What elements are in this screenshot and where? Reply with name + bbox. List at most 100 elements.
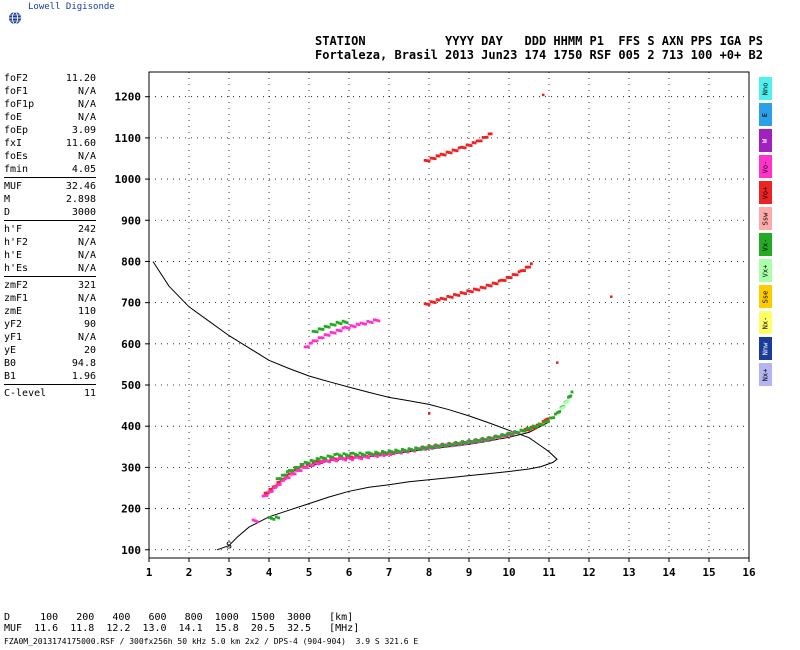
echo-point (403, 448, 407, 452)
param-name: fmin (4, 164, 29, 175)
param-value: 11.20 (65, 73, 96, 84)
echo-point (487, 284, 491, 287)
echo-point (448, 295, 452, 299)
echo-point (323, 458, 327, 462)
x-tick-label: 9 (466, 566, 473, 579)
echo-point (319, 459, 323, 463)
echo-point (489, 436, 493, 440)
x-tick-label: 6 (346, 566, 353, 579)
echo-point (268, 488, 272, 491)
legend-label: Ssw (761, 212, 770, 225)
echo-point (267, 516, 271, 519)
echo-point (570, 390, 574, 394)
param-separator (4, 276, 96, 277)
echo-point (337, 453, 341, 457)
echo-point (491, 281, 495, 285)
echo-point (280, 473, 284, 477)
echo-point (364, 455, 368, 459)
echo-point (357, 456, 361, 460)
echo-point (333, 453, 337, 456)
param-value: 11.60 (65, 138, 96, 149)
echo-point (437, 154, 441, 158)
echo-point (435, 298, 439, 302)
param-value: 11 (83, 388, 96, 399)
echo-point (289, 469, 293, 472)
brand: Lowell Digisonde (6, 2, 206, 25)
echo-point (381, 450, 384, 453)
echo-point (423, 158, 427, 162)
param-value: 32.46 (65, 181, 96, 192)
echo-point (380, 453, 384, 457)
echo-point (351, 451, 355, 455)
x-tick-label: 13 (622, 566, 635, 579)
echo-point (293, 466, 297, 469)
echo-point (483, 135, 487, 139)
echo-point (461, 146, 465, 149)
echo-point (523, 427, 527, 431)
echo-point (405, 449, 409, 453)
echo-point (428, 412, 431, 415)
param-value: N/A (77, 112, 96, 123)
echo-point (485, 135, 489, 139)
echo-point (317, 457, 321, 461)
legend-label: E (761, 112, 770, 117)
echo-point (331, 331, 335, 335)
echo-point (441, 443, 444, 446)
electron-density-profile-curve (152, 261, 558, 551)
echo-point (253, 519, 257, 523)
echo-point (398, 450, 402, 454)
echo-point (429, 445, 433, 449)
y-tick-label: 900 (121, 214, 141, 227)
param-name: zmF2 (4, 280, 29, 291)
echo-point (535, 423, 539, 427)
param-row: fxI 11.60 (4, 137, 96, 150)
param-name: D (4, 207, 11, 218)
echo-point (461, 291, 465, 295)
echo-point (507, 276, 511, 279)
echo-point (345, 326, 349, 330)
echo-point (321, 460, 325, 464)
echo-point (341, 319, 345, 323)
muf-table: D 100 200 400 600 800 1000 1500 3000 [km… (4, 612, 359, 634)
echo-point (280, 479, 284, 483)
echo-point (433, 157, 437, 161)
brand-name: Lowell Digisonde (28, 2, 115, 12)
legend-label: Vx+ (761, 264, 770, 277)
echo-point (476, 438, 480, 442)
echo-point (469, 440, 473, 443)
echo-point (529, 427, 533, 431)
echo-point (359, 321, 363, 325)
echo-point (313, 461, 317, 465)
param-row: zmF2 321 (4, 279, 96, 292)
echo-point (265, 491, 269, 495)
echo-point (494, 434, 497, 438)
echo-point (317, 462, 321, 466)
echo-point (275, 477, 279, 481)
curve-start-label: S (226, 541, 232, 552)
param-row: h'Es N/A (4, 262, 96, 275)
echo-point (517, 431, 521, 435)
param-value: N/A (77, 86, 96, 97)
echo-point (454, 441, 458, 445)
param-row: yE 20 (4, 344, 96, 357)
echo-point (295, 469, 299, 472)
echo-point (541, 420, 545, 423)
param-separator (4, 384, 96, 385)
echo-point (446, 295, 450, 298)
echo-point (468, 289, 472, 293)
param-row: foEs N/A (4, 150, 96, 163)
echo-point (377, 319, 381, 323)
legend-label: Vo- (761, 160, 770, 173)
echo-point (553, 412, 557, 416)
echo-point (369, 453, 373, 457)
legend-swatch: Nx+ (759, 363, 772, 386)
echo-point (511, 431, 515, 434)
echo-point (483, 286, 487, 290)
param-name: foEs (4, 151, 29, 162)
echo-point (445, 150, 449, 154)
station-header-labels: STATION YYYY DAY DDD HHMM P1 FFS S AXN P… (315, 34, 763, 48)
echo-point (311, 459, 315, 463)
echo-point (343, 325, 347, 329)
echo-point (501, 278, 505, 282)
y-tick-label: 600 (121, 338, 141, 351)
